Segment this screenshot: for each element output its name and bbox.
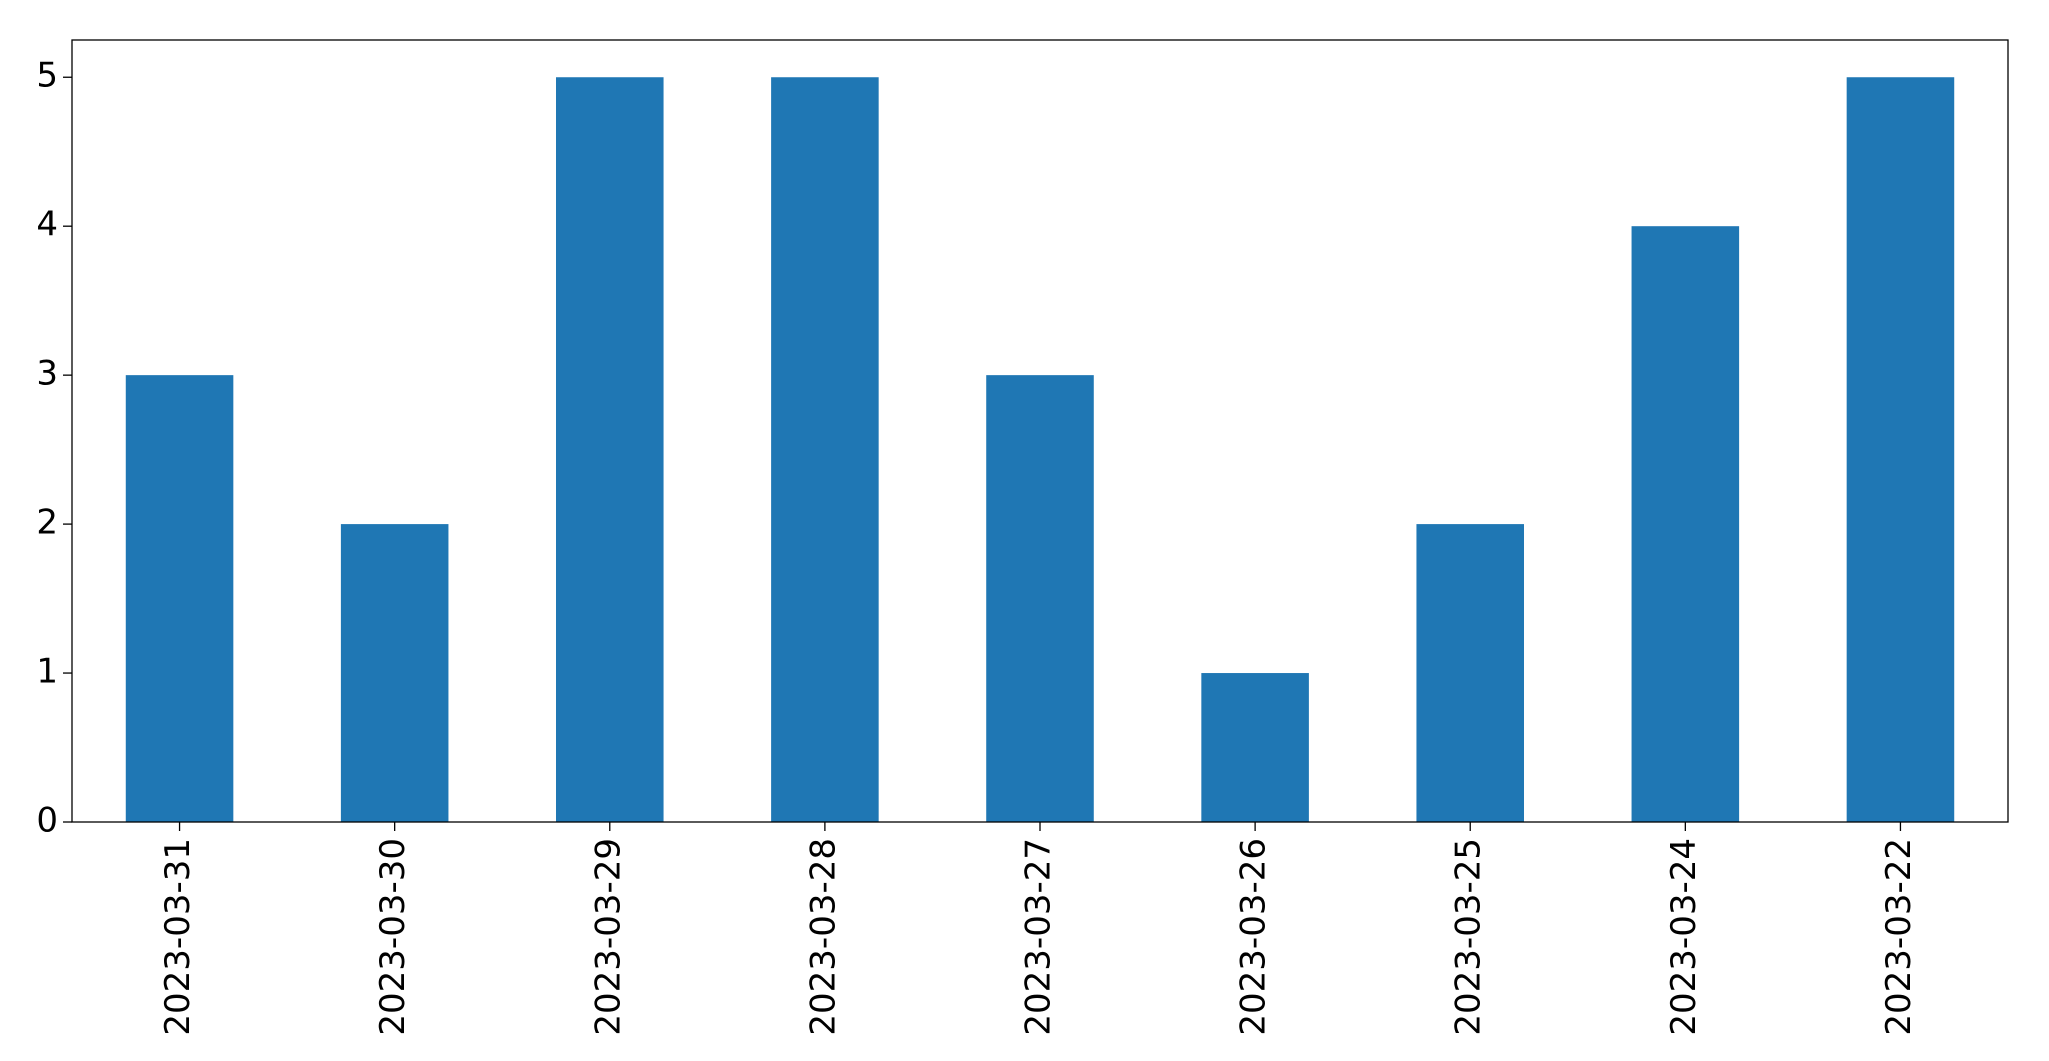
y-tick-label: 3 xyxy=(36,354,58,394)
bar xyxy=(1631,226,1740,822)
y-tick-label: 4 xyxy=(36,205,58,245)
bar xyxy=(1846,77,1955,822)
x-tick-label: 2023-03-26 xyxy=(1234,838,1274,1036)
bar xyxy=(556,77,664,822)
x-tick-label: 2023-03-25 xyxy=(1449,838,1489,1036)
bar xyxy=(771,77,879,822)
y-tick-label: 5 xyxy=(36,56,58,96)
x-tick-label: 2023-03-27 xyxy=(1019,838,1059,1036)
x-tick-label: 2023-03-22 xyxy=(1879,838,1919,1036)
bar xyxy=(1201,673,1309,822)
bar xyxy=(340,524,449,822)
y-tick-label: 2 xyxy=(36,503,58,543)
x-tick-label: 2023-03-29 xyxy=(588,838,628,1036)
x-tick-label: 2023-03-28 xyxy=(803,838,843,1036)
x-tick-label: 2023-03-30 xyxy=(373,838,413,1036)
y-tick-label: 0 xyxy=(36,801,58,841)
x-tick-label: 2023-03-31 xyxy=(158,838,198,1036)
bar xyxy=(125,375,234,822)
bar xyxy=(1416,524,1524,822)
x-tick-label: 2023-03-24 xyxy=(1664,838,1704,1036)
y-tick-label: 1 xyxy=(36,652,58,692)
bar xyxy=(986,375,1094,822)
plot-frame xyxy=(71,39,2009,823)
